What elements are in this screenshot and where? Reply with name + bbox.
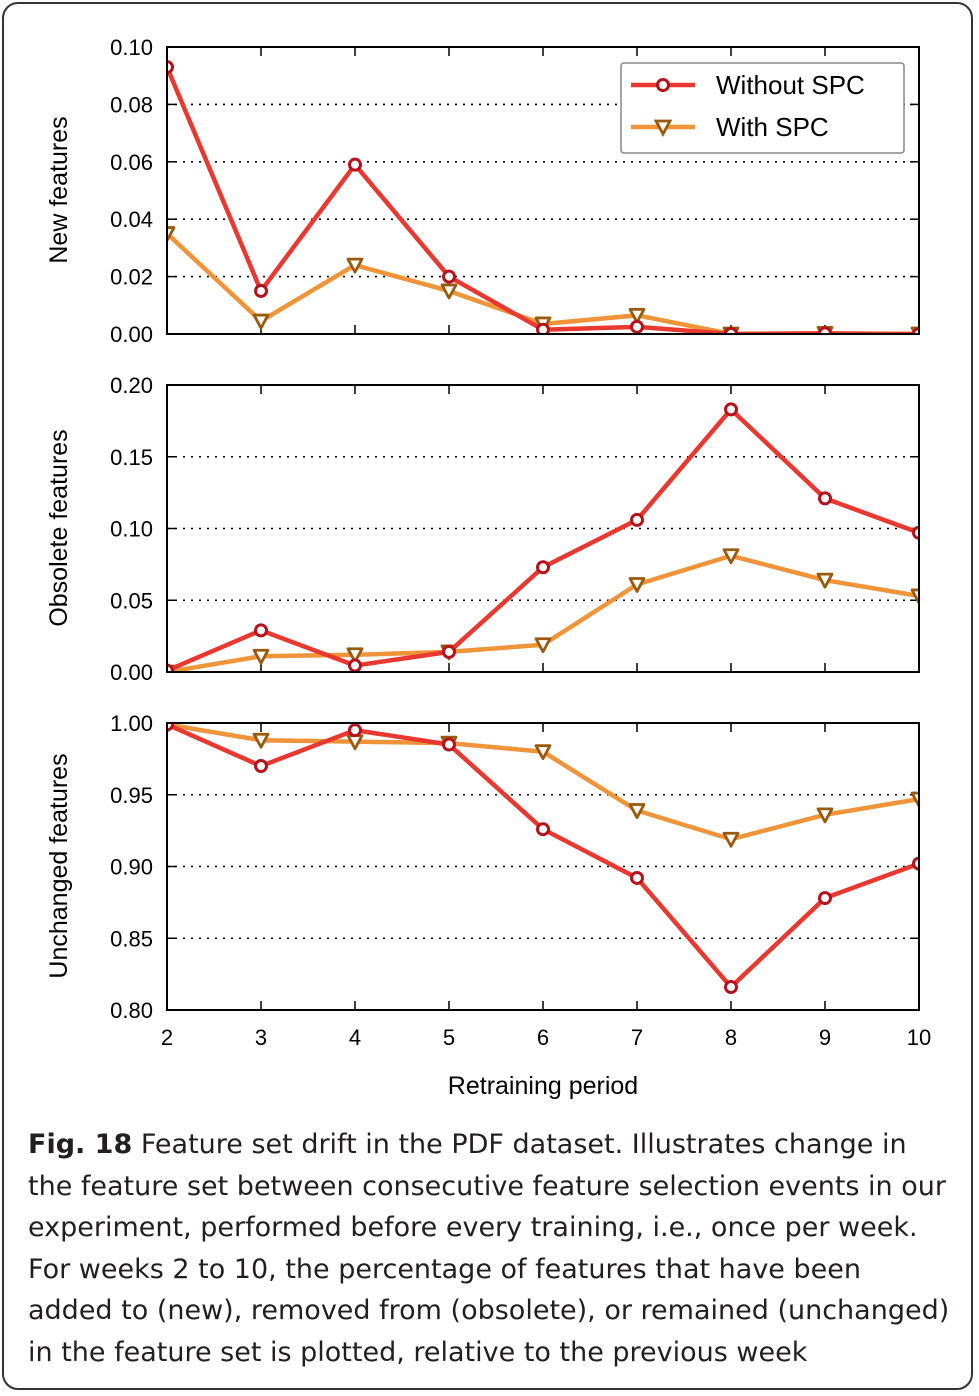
- caption-text: Feature set drift in the PDF dataset. Il…: [28, 1129, 950, 1368]
- data-point: [536, 560, 550, 575]
- data-point: [442, 737, 456, 752]
- data-point: [722, 831, 740, 848]
- data-point: [440, 283, 458, 300]
- data-point: [252, 648, 270, 665]
- data-point: [724, 402, 738, 417]
- data-point: [818, 491, 832, 506]
- y-tick-label: 0.06: [110, 150, 153, 175]
- legend-item: Without SPC: [631, 70, 865, 100]
- data-point: [630, 319, 644, 334]
- data-point: [628, 577, 646, 593]
- data-point: [628, 307, 646, 324]
- data-point: [348, 658, 362, 672]
- data-point: [167, 723, 174, 732]
- plot-frame: [166, 384, 920, 673]
- legend-marker: [656, 78, 670, 92]
- y-tick-label: 0.15: [110, 445, 153, 470]
- x-tick-label: 5: [443, 1025, 455, 1050]
- series-line: [167, 723, 919, 842]
- data-point: [167, 60, 174, 75]
- data-point: [910, 791, 919, 808]
- y-tick-label: 0.08: [110, 92, 153, 117]
- y-axis-label: New features: [45, 116, 73, 263]
- chart-svg: 0.00 0.02 0.04 0.06 0.08 0.10 New features With…: [45, 35, 931, 1100]
- x-tick-label: 7: [631, 1025, 643, 1050]
- data-point: [816, 572, 834, 589]
- data-point: [816, 807, 834, 824]
- data-point: [912, 327, 919, 334]
- series-line: [167, 407, 919, 672]
- data-point: [167, 663, 174, 672]
- data-point: [536, 822, 550, 837]
- y-tick-label: 0.00: [110, 660, 153, 685]
- x-axis-label: Retraining period: [448, 1072, 638, 1100]
- data-point: [536, 322, 550, 334]
- x-tick-label: 3: [255, 1025, 267, 1050]
- x-tick-label: 8: [725, 1025, 737, 1050]
- y-tick-label: 0.85: [110, 926, 153, 951]
- y-tick-label: 0.10: [110, 35, 153, 60]
- x-tick-label: 6: [537, 1025, 549, 1050]
- data-point: [252, 732, 270, 749]
- data-point: [628, 803, 646, 819]
- caption-label: Fig. 18: [28, 1129, 133, 1160]
- y-axis-label: Obsolete features: [45, 429, 73, 626]
- data-point: [254, 283, 268, 298]
- data-point: [534, 637, 552, 654]
- legend-marker: [653, 119, 673, 137]
- legend-label: Without SPC: [716, 70, 865, 100]
- data-point: [167, 226, 176, 242]
- chart-panel-1: 0.00 0.02 0.04 0.06 0.08 0.10 New features With…: [45, 35, 920, 347]
- data-point: [910, 588, 919, 605]
- data-point: [724, 327, 738, 334]
- data-point: [348, 157, 362, 172]
- figure-caption: Fig. 18 Feature set drift in the PDF dat…: [28, 1124, 953, 1373]
- data-point: [442, 644, 456, 659]
- y-axis-label: Unchanged features: [45, 753, 73, 978]
- y-tick-label: 0.95: [110, 783, 153, 808]
- data-point: [912, 856, 919, 871]
- data-point: [346, 257, 364, 274]
- y-tick-label: 0.00: [110, 322, 153, 347]
- series-line: [167, 723, 919, 990]
- y-tick-label: 0.90: [110, 855, 153, 880]
- chart-panel-3: 0.80 0.85 0.90 0.95 1.00 Unchanged features 2 3…: [45, 711, 931, 1100]
- y-tick-label: 0.20: [110, 373, 153, 398]
- y-tick-label: 0.10: [110, 517, 153, 542]
- data-point: [254, 759, 268, 774]
- legend-item: With SPC: [631, 112, 829, 142]
- y-tick-label: 0.80: [110, 998, 153, 1023]
- data-point: [912, 525, 919, 540]
- x-tick-label: 9: [819, 1025, 831, 1050]
- data-point: [348, 723, 362, 738]
- data-point: [346, 734, 364, 751]
- plot-frame: [166, 46, 920, 335]
- x-tick-label: 10: [907, 1025, 931, 1050]
- data-point: [818, 891, 832, 906]
- y-tick-label: 0.04: [110, 207, 153, 232]
- y-tick-label: 0.02: [110, 265, 153, 290]
- data-point: [252, 313, 270, 330]
- data-point: [346, 647, 364, 664]
- y-tick-label: 0.05: [110, 588, 153, 613]
- legend: Without SPC With SPC: [620, 62, 905, 154]
- x-tick-label: 4: [349, 1025, 361, 1050]
- data-point: [630, 512, 644, 527]
- data-point: [722, 548, 740, 565]
- plot-frame: [166, 722, 920, 1011]
- data-point: [630, 870, 644, 885]
- data-point: [254, 623, 268, 638]
- legend-label: With SPC: [716, 112, 829, 142]
- x-tick-label: 2: [161, 1025, 173, 1050]
- data-point: [442, 269, 456, 284]
- data-point: [724, 980, 738, 995]
- series-without-spc: [167, 723, 919, 995]
- y-tick-label: 1.00: [110, 711, 153, 736]
- data-point: [534, 744, 552, 761]
- chart-panel-2: 0.00 0.05 0.10 0.15 0.20 Obsolete features: [45, 373, 920, 685]
- series-without-spc: [167, 402, 919, 672]
